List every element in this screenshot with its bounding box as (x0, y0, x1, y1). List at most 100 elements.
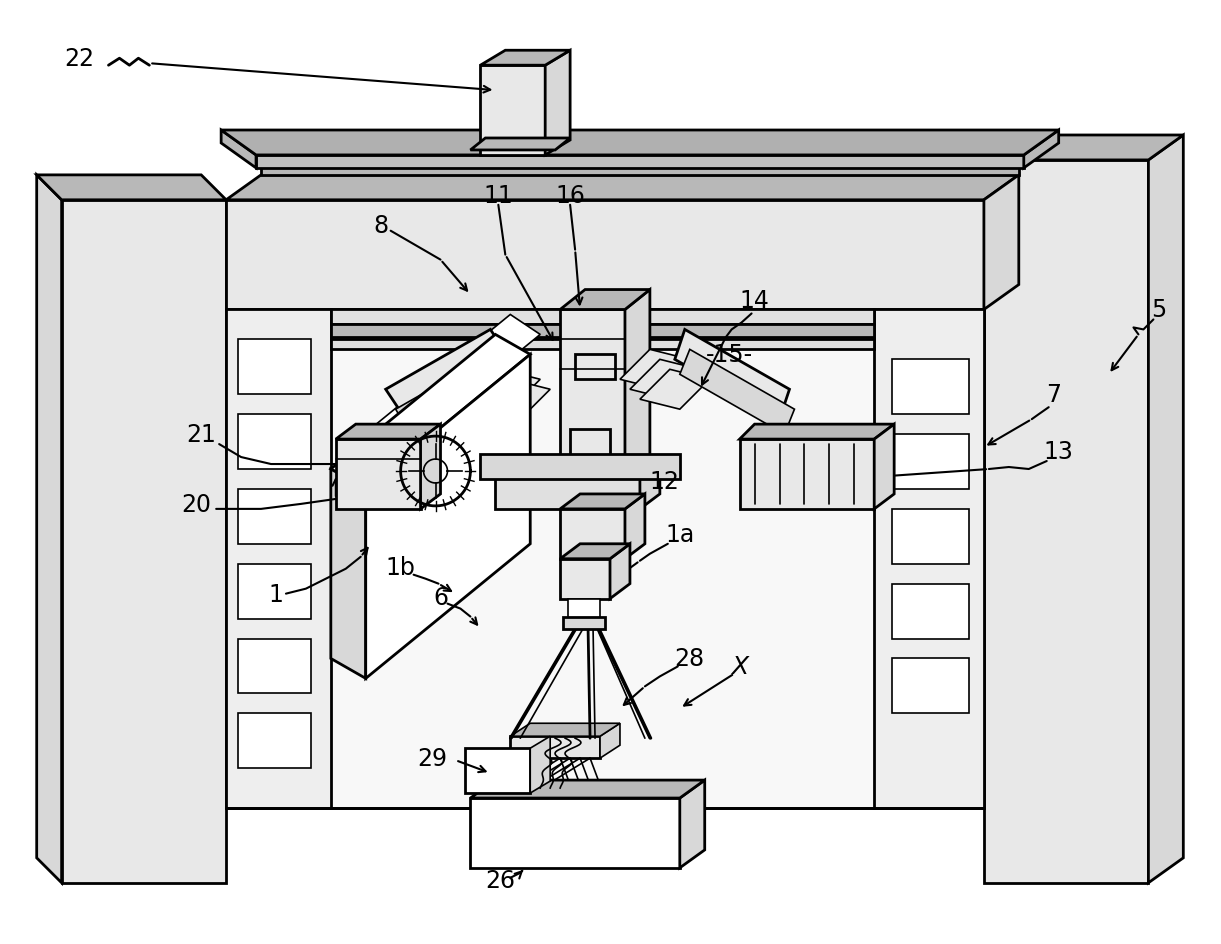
Polygon shape (530, 736, 551, 793)
Polygon shape (893, 510, 969, 565)
Polygon shape (496, 475, 640, 510)
Text: 29: 29 (418, 747, 448, 770)
Polygon shape (465, 749, 530, 793)
Polygon shape (331, 340, 874, 350)
Polygon shape (625, 290, 650, 510)
Polygon shape (226, 176, 1018, 200)
Polygon shape (480, 379, 551, 420)
Polygon shape (470, 799, 680, 868)
Polygon shape (560, 311, 625, 510)
Text: 1a: 1a (665, 522, 695, 547)
Polygon shape (331, 325, 874, 338)
Polygon shape (1023, 131, 1059, 169)
Polygon shape (893, 360, 969, 414)
Polygon shape (261, 160, 1018, 176)
Text: 22: 22 (65, 47, 94, 71)
Polygon shape (600, 723, 620, 758)
Polygon shape (510, 723, 620, 736)
Polygon shape (560, 559, 610, 599)
Polygon shape (575, 355, 615, 379)
Polygon shape (366, 355, 530, 679)
Text: 11: 11 (484, 184, 513, 208)
Polygon shape (546, 51, 570, 156)
Polygon shape (405, 370, 520, 449)
Polygon shape (496, 460, 659, 475)
Polygon shape (984, 136, 1183, 160)
Polygon shape (331, 335, 530, 489)
Polygon shape (1149, 136, 1183, 883)
Polygon shape (470, 370, 540, 410)
Polygon shape (480, 51, 570, 66)
Polygon shape (460, 360, 530, 400)
Polygon shape (560, 510, 625, 559)
Text: -15-: -15- (706, 343, 753, 367)
Polygon shape (336, 440, 420, 510)
Polygon shape (563, 617, 606, 629)
Polygon shape (256, 156, 1023, 169)
Polygon shape (331, 311, 874, 325)
Polygon shape (451, 350, 520, 390)
Text: X: X (731, 655, 748, 679)
Polygon shape (37, 176, 61, 883)
Polygon shape (238, 565, 311, 619)
Polygon shape (37, 176, 226, 200)
Polygon shape (740, 440, 874, 510)
Text: 7: 7 (1046, 383, 1061, 407)
Polygon shape (420, 425, 441, 510)
Text: 1: 1 (269, 582, 283, 606)
Polygon shape (984, 160, 1149, 883)
Polygon shape (336, 425, 441, 440)
Polygon shape (620, 350, 690, 390)
Polygon shape (61, 200, 226, 883)
Polygon shape (238, 340, 311, 395)
Polygon shape (630, 360, 700, 400)
Polygon shape (560, 290, 650, 311)
Polygon shape (226, 311, 984, 808)
Polygon shape (470, 139, 570, 151)
Polygon shape (893, 659, 969, 714)
Polygon shape (386, 330, 510, 420)
Text: 16: 16 (556, 184, 585, 208)
Polygon shape (470, 781, 705, 799)
Polygon shape (625, 495, 645, 559)
Polygon shape (226, 200, 984, 311)
Polygon shape (675, 330, 790, 420)
Text: 26: 26 (485, 868, 515, 892)
Polygon shape (510, 736, 600, 758)
Polygon shape (560, 544, 630, 559)
Polygon shape (238, 639, 311, 694)
Polygon shape (480, 455, 680, 480)
Polygon shape (238, 714, 311, 768)
Text: 6: 6 (433, 585, 448, 609)
Text: 1b: 1b (386, 555, 415, 579)
Polygon shape (893, 434, 969, 489)
Polygon shape (226, 311, 331, 808)
Polygon shape (874, 311, 984, 808)
Polygon shape (238, 414, 311, 469)
Polygon shape (893, 584, 969, 639)
Polygon shape (740, 425, 894, 440)
Polygon shape (680, 781, 705, 868)
Polygon shape (640, 460, 659, 510)
Text: 21: 21 (187, 423, 216, 447)
Polygon shape (874, 425, 894, 510)
Polygon shape (570, 430, 610, 480)
Polygon shape (640, 370, 709, 410)
Text: 20: 20 (181, 493, 211, 516)
Polygon shape (221, 131, 1059, 156)
Polygon shape (480, 66, 546, 156)
Polygon shape (346, 315, 540, 469)
Polygon shape (568, 599, 600, 619)
Text: 14: 14 (740, 288, 769, 312)
Polygon shape (221, 131, 256, 169)
Polygon shape (331, 469, 366, 679)
Text: 8: 8 (374, 213, 388, 238)
Polygon shape (680, 350, 795, 434)
Polygon shape (610, 544, 630, 599)
Text: 5: 5 (1150, 298, 1166, 322)
Polygon shape (560, 495, 645, 510)
Polygon shape (238, 489, 311, 544)
Polygon shape (984, 176, 1018, 311)
Text: 13: 13 (1044, 440, 1073, 464)
Text: 28: 28 (675, 647, 705, 671)
